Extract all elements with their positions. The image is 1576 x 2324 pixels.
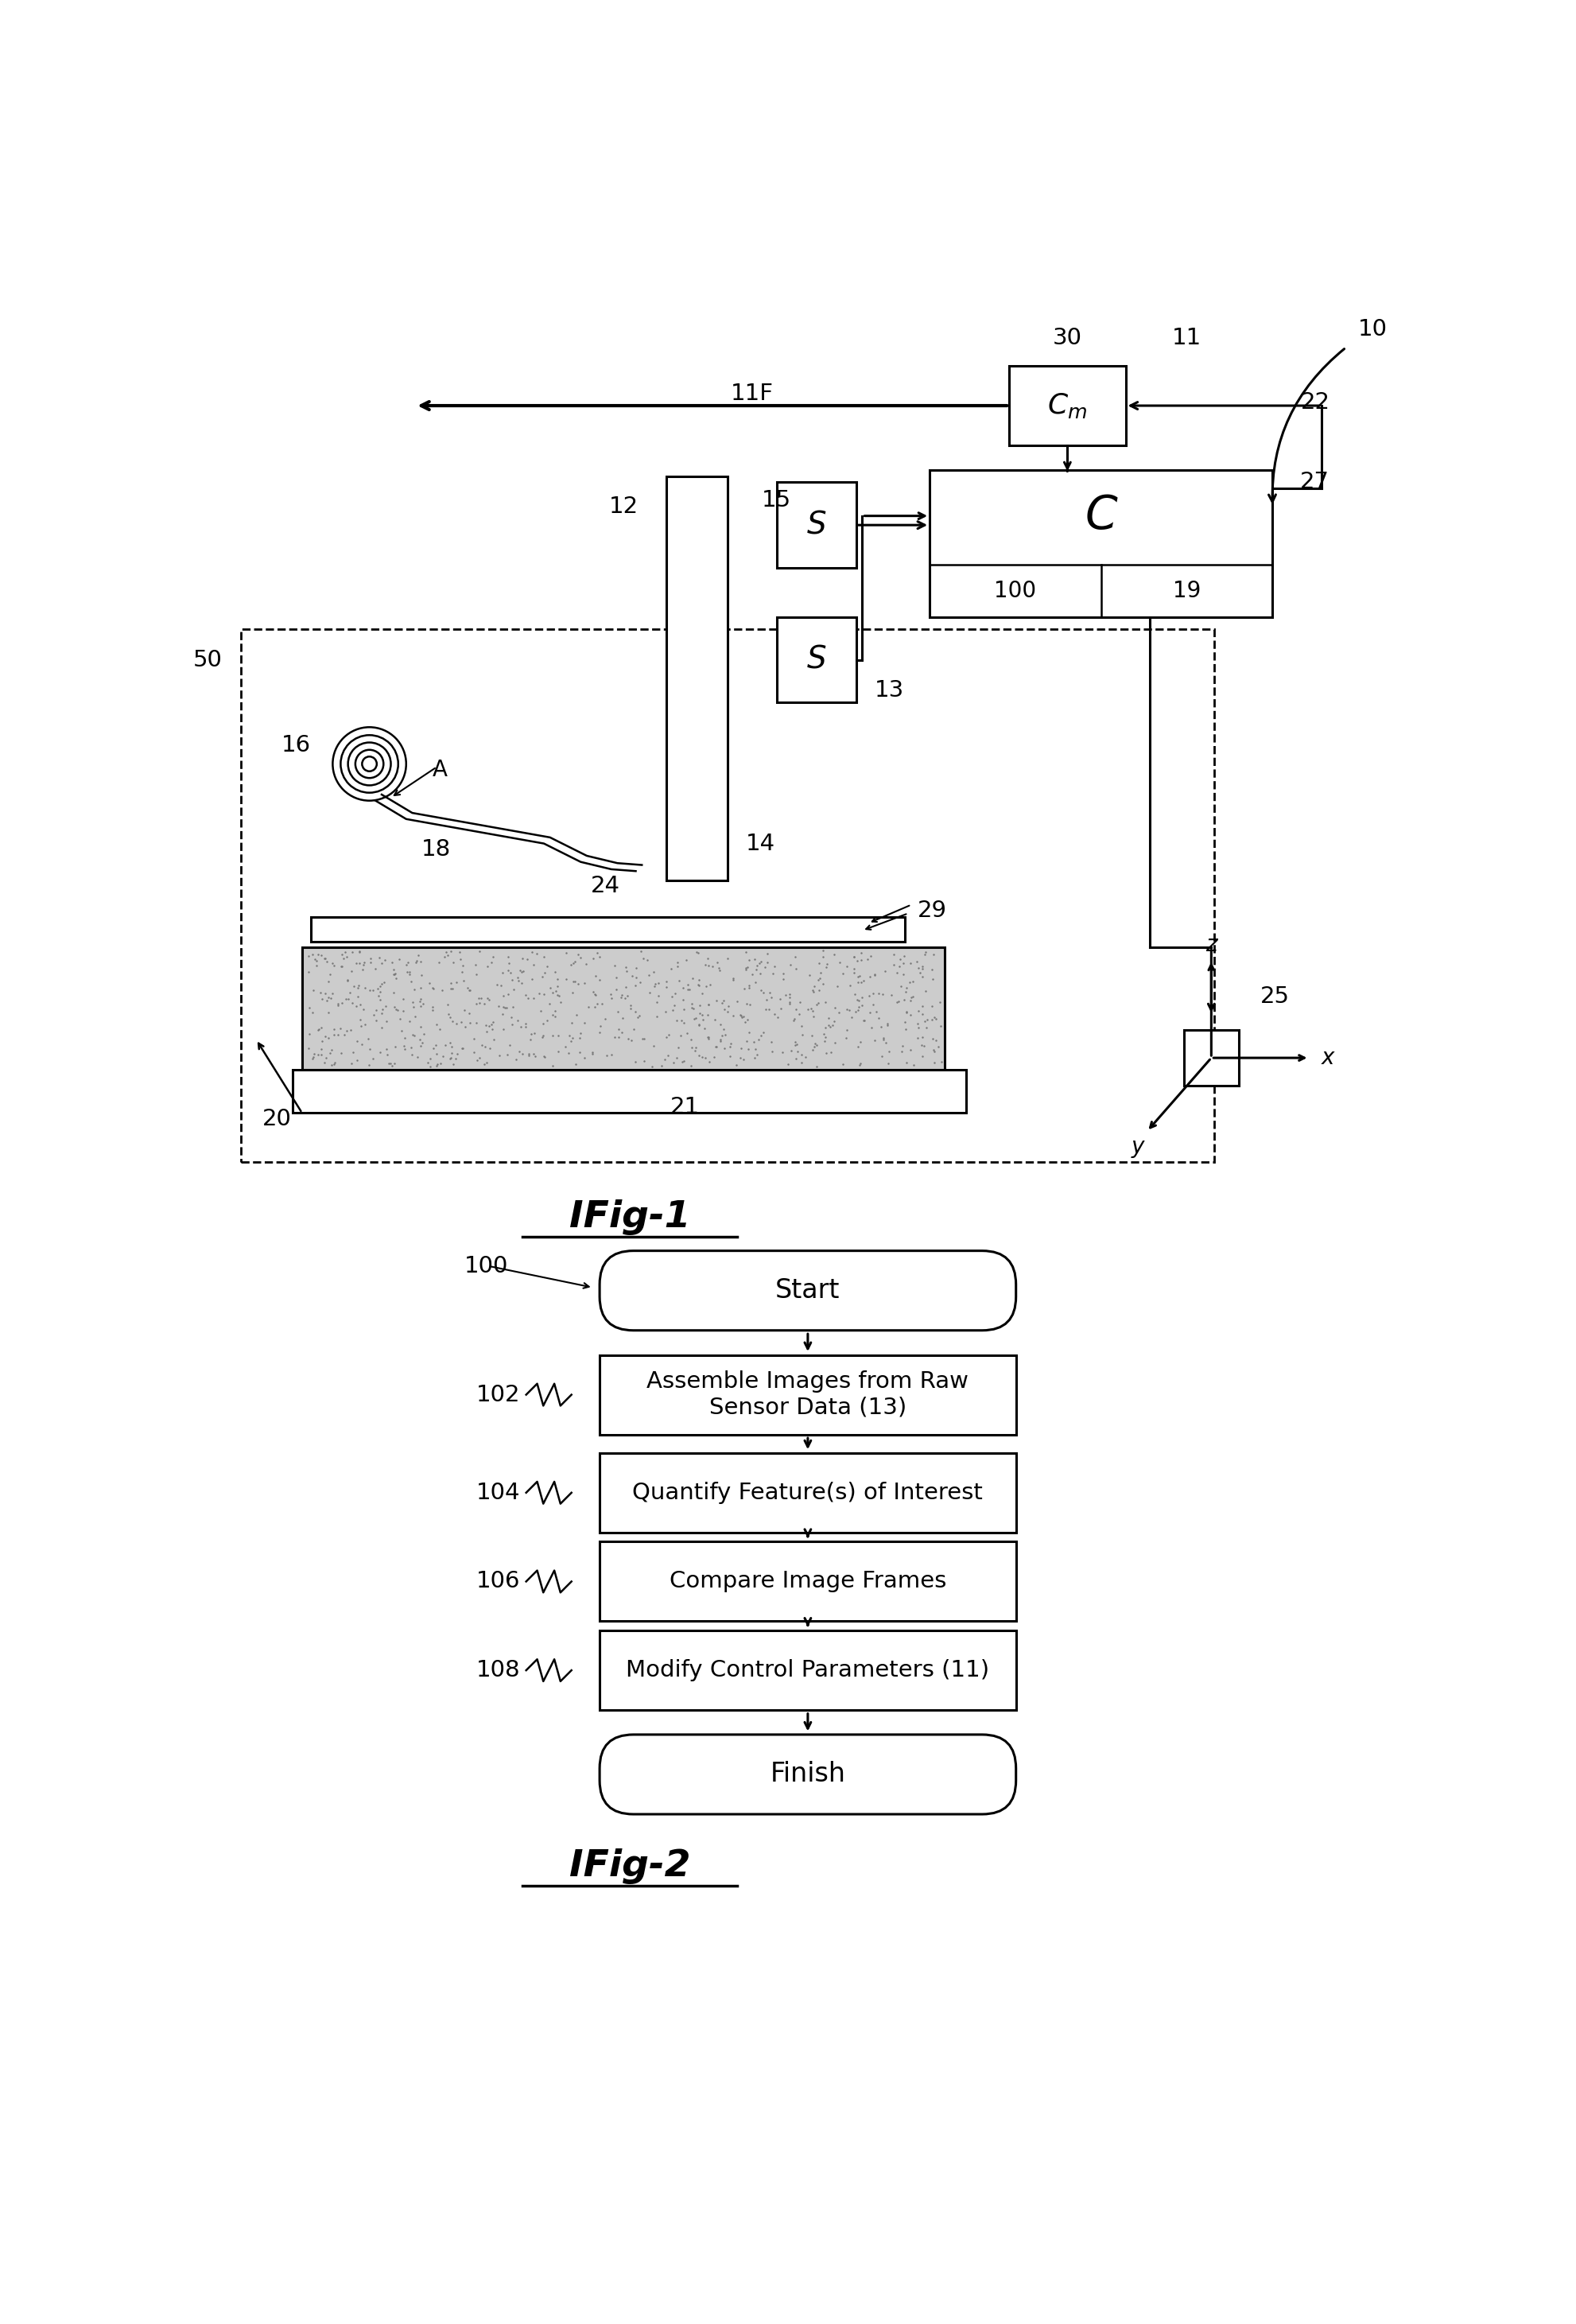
Text: Quantify Feature(s) of Interest: Quantify Feature(s) of Interest — [632, 1483, 982, 1504]
Text: S: S — [807, 509, 826, 539]
FancyBboxPatch shape — [930, 469, 1272, 616]
FancyBboxPatch shape — [241, 630, 1214, 1162]
Text: 13: 13 — [875, 679, 903, 702]
FancyBboxPatch shape — [599, 1734, 1015, 1815]
Text: 11F: 11F — [730, 381, 774, 404]
FancyBboxPatch shape — [599, 1541, 1015, 1622]
Text: Modify Control Parameters (11): Modify Control Parameters (11) — [626, 1659, 990, 1683]
Text: A: A — [432, 760, 448, 781]
FancyBboxPatch shape — [667, 476, 727, 881]
Text: z: z — [1206, 934, 1217, 955]
Text: 12: 12 — [608, 495, 638, 518]
Text: C: C — [1084, 493, 1117, 539]
Text: Finish: Finish — [769, 1762, 845, 1787]
Text: 22: 22 — [1300, 390, 1330, 414]
Text: 108: 108 — [476, 1659, 520, 1683]
Text: y: y — [1130, 1136, 1144, 1157]
Text: 20: 20 — [262, 1109, 292, 1129]
Text: 24: 24 — [589, 876, 619, 897]
Text: 27: 27 — [1299, 472, 1329, 493]
FancyBboxPatch shape — [293, 1069, 966, 1113]
Text: 16: 16 — [282, 734, 310, 758]
FancyBboxPatch shape — [599, 1452, 1015, 1532]
Text: 14: 14 — [745, 832, 775, 855]
Text: IFig-1: IFig-1 — [569, 1199, 690, 1234]
FancyBboxPatch shape — [303, 948, 944, 1069]
Text: 19: 19 — [1173, 581, 1201, 602]
FancyBboxPatch shape — [777, 481, 856, 567]
Text: 102: 102 — [476, 1383, 520, 1406]
Text: 18: 18 — [421, 839, 451, 860]
Text: S: S — [807, 644, 826, 674]
Text: 100: 100 — [994, 581, 1035, 602]
Text: Start: Start — [775, 1278, 840, 1304]
FancyBboxPatch shape — [599, 1250, 1015, 1329]
FancyBboxPatch shape — [777, 616, 856, 702]
Text: 10: 10 — [1357, 318, 1387, 339]
Text: 21: 21 — [670, 1095, 700, 1118]
Text: x: x — [1321, 1046, 1333, 1069]
Text: 29: 29 — [917, 899, 946, 923]
Text: Assemble Images from Raw
Sensor Data (13): Assemble Images from Raw Sensor Data (13… — [646, 1371, 968, 1418]
Text: 25: 25 — [1259, 985, 1289, 1009]
Text: Compare Image Frames: Compare Image Frames — [668, 1571, 946, 1592]
FancyBboxPatch shape — [310, 918, 905, 941]
Text: IFig-2: IFig-2 — [569, 1848, 690, 1885]
FancyBboxPatch shape — [1009, 365, 1125, 446]
FancyBboxPatch shape — [1184, 1030, 1239, 1085]
Text: $C_m$: $C_m$ — [1046, 390, 1087, 421]
Text: 15: 15 — [761, 490, 791, 511]
Text: 106: 106 — [476, 1571, 520, 1592]
Text: 104: 104 — [476, 1483, 520, 1504]
Text: 30: 30 — [1053, 328, 1081, 349]
FancyBboxPatch shape — [599, 1631, 1015, 1710]
Text: 100: 100 — [463, 1255, 507, 1278]
Text: 11: 11 — [1171, 328, 1201, 349]
FancyBboxPatch shape — [599, 1355, 1015, 1434]
Text: 50: 50 — [192, 648, 222, 672]
